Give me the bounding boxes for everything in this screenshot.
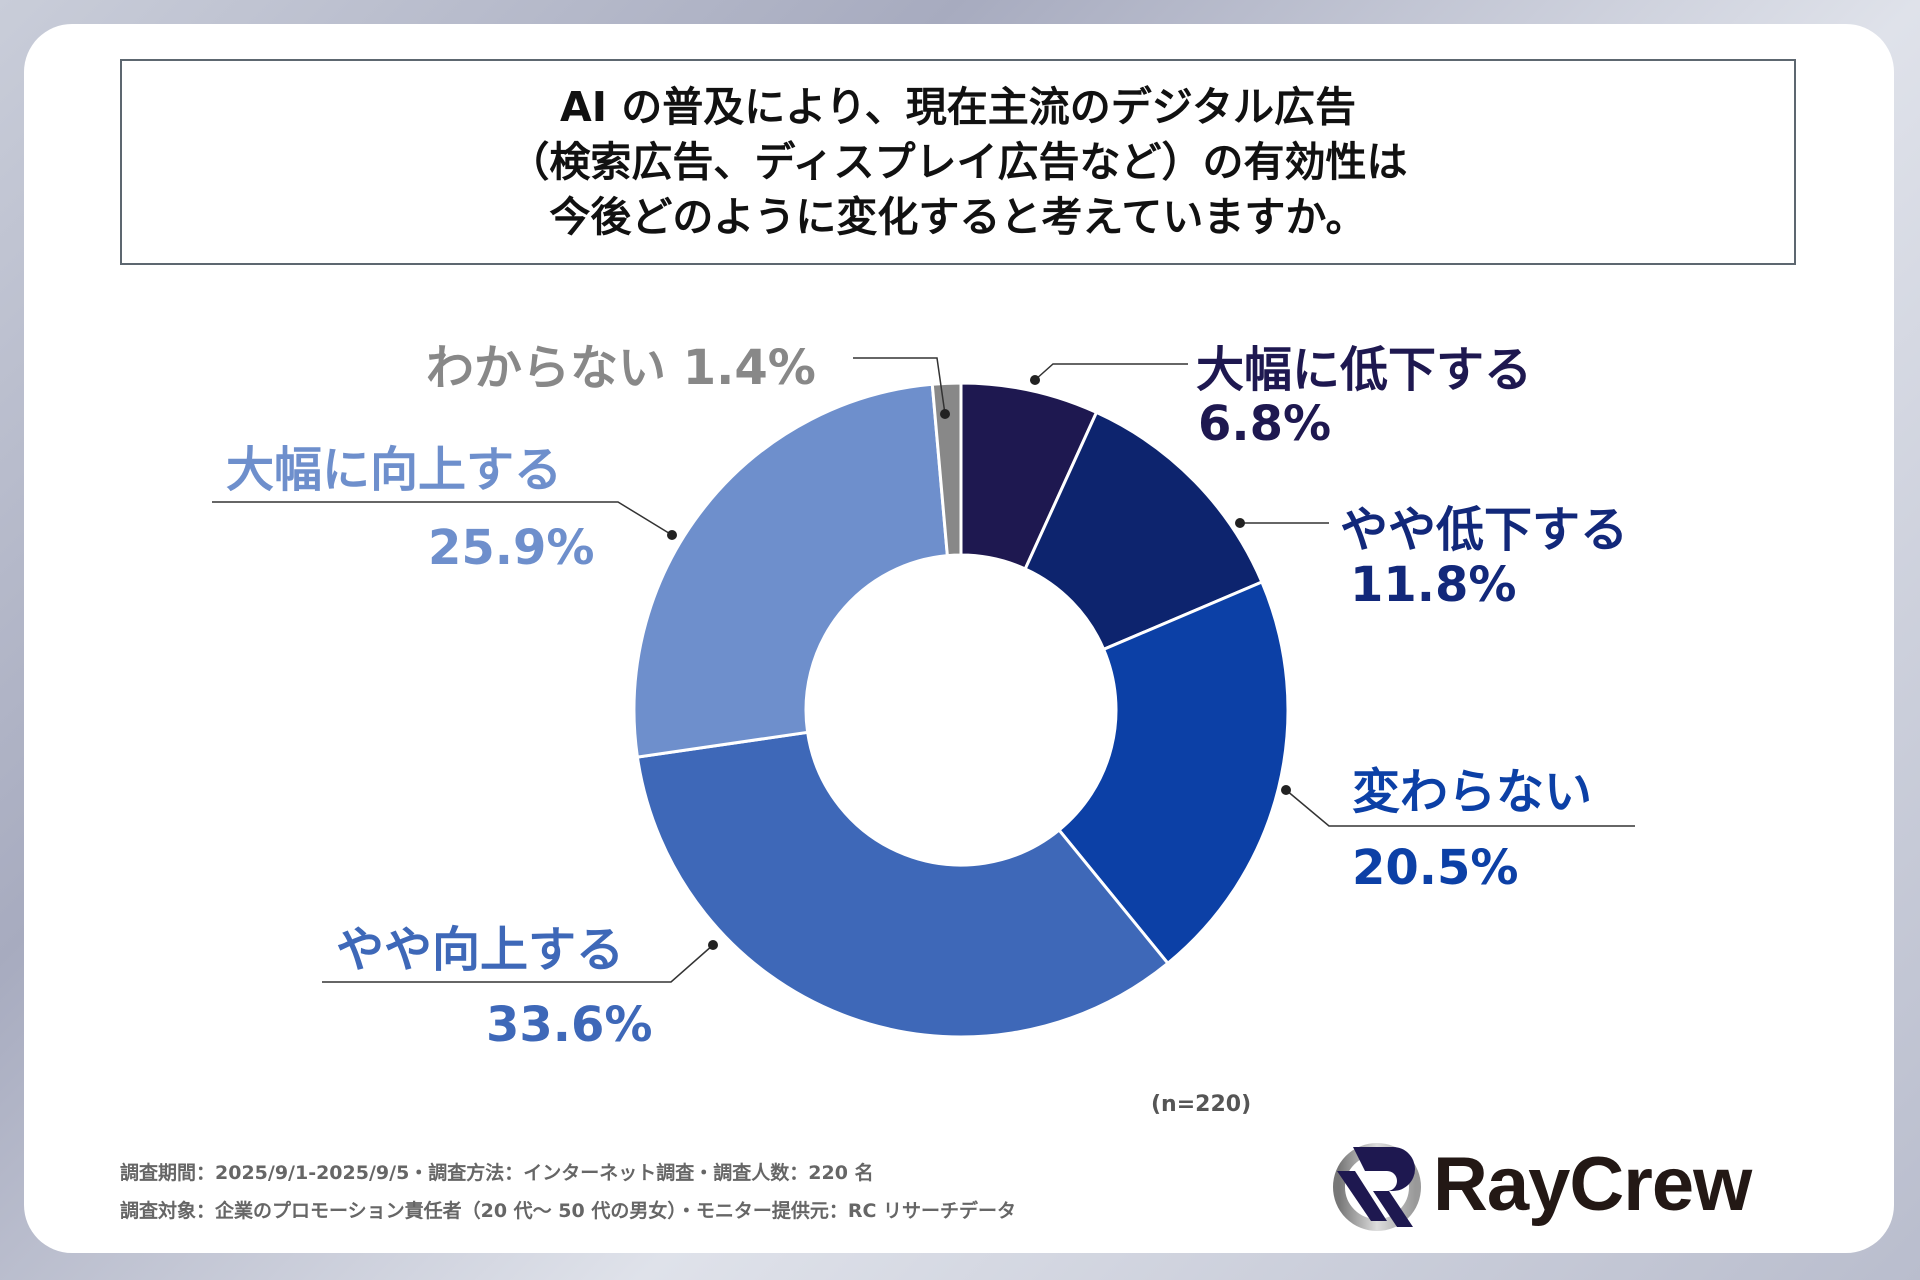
leader-line <box>212 501 673 536</box>
leader-line <box>322 944 714 983</box>
question-title-box: AI の普及により、現在主流のデジタル広告 （検索広告、ディスプレイ広告など）の… <box>120 59 1796 265</box>
leader-dot <box>940 409 950 419</box>
logo-mark-icon <box>1333 1143 1421 1231</box>
label-large-decrease: 大幅に低下する <box>1196 342 1533 398</box>
title-line: AI の普及により、現在主流のデジタル広告 <box>560 82 1356 131</box>
title-line: （検索広告、ディスプレイ広告など）の有効性は <box>508 137 1408 186</box>
label-slight-decrease: やや低下する <box>1340 502 1629 558</box>
value-slight-decrease: 11.8% <box>1350 557 1517 613</box>
title-line: 今後どのように変化すると考えていますか。 <box>549 192 1367 241</box>
leader-line <box>853 357 946 415</box>
leader-line <box>1034 363 1188 381</box>
donut-slice-6 <box>930 381 963 558</box>
value-no-change: 20.5% <box>1352 840 1519 896</box>
label-unknown: わからない 1.4% <box>426 340 816 396</box>
leader-dot <box>1030 375 1040 385</box>
leader-dot <box>1235 518 1245 528</box>
raycrew-logo: RayCrew <box>1331 1139 1801 1231</box>
footer-survey-info: 調査期間：2025/9/1-2025/9/5・調査方法：インターネット調査・調査… <box>120 1162 874 1184</box>
sample-size: (n=220) <box>1151 1092 1252 1117</box>
value-slight-increase: 33.6% <box>486 997 653 1053</box>
donut-slice-5 <box>632 382 950 759</box>
donut-slice-2 <box>1023 410 1264 652</box>
leader-lines <box>212 357 1635 983</box>
label-no-change: 変わらない <box>1352 764 1593 820</box>
logo-text: RayCrew <box>1433 1142 1752 1227</box>
donut-slice-3 <box>1056 580 1290 966</box>
footer-survey-target: 調査対象：企業のプロモーション責任者（20 代～ 50 代の男女）・モニター提供… <box>120 1200 1017 1222</box>
leader-dot <box>667 530 677 540</box>
value-large-decrease: 6.8% <box>1198 396 1332 452</box>
leader-dot <box>708 940 718 950</box>
leader-dot <box>1281 785 1291 795</box>
donut-slice-4 <box>635 730 1170 1039</box>
card <box>24 24 1894 1253</box>
leader-line <box>1285 789 1635 827</box>
label-slight-increase: やや向上する <box>336 922 625 978</box>
value-large-increase: 25.9% <box>428 520 595 576</box>
label-large-increase: 大幅に向上する <box>226 442 563 498</box>
